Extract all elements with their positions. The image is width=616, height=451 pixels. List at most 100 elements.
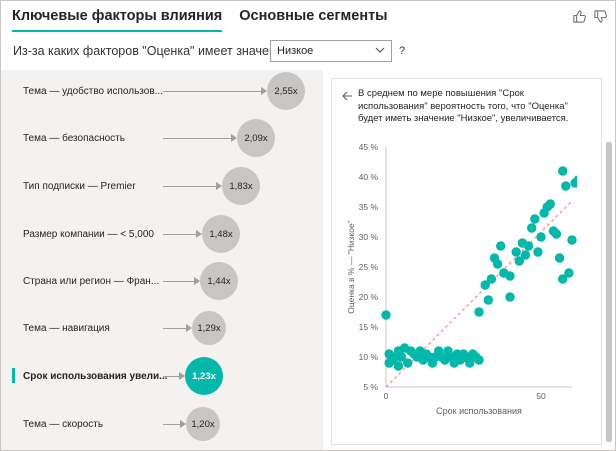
data-point [492,259,503,269]
influence-line [163,186,216,187]
influencer-label: Тема — навигация [23,323,110,334]
data-point [564,268,574,278]
data-point [511,247,521,257]
data-point [496,241,506,251]
data-point [545,199,555,209]
data-point [533,247,543,257]
data-point [561,181,571,191]
thumbs-down-icon[interactable] [593,9,608,24]
influencer-label: Размер компании — < 5,000 [23,229,154,240]
arrow-icon [231,134,237,142]
thumbs-up-icon[interactable] [572,9,587,24]
y-tick-label: 5 % [363,382,378,392]
y-tick-label: 25 % [359,262,379,272]
influencer-label: Тип подписки — Premier [23,181,136,192]
arrow-icon [261,87,267,95]
arrow-icon [196,230,202,238]
data-point [554,253,565,263]
y-tick-label: 40 % [359,172,379,182]
data-point [505,292,515,302]
y-tick-label: 45 % [359,142,379,152]
data-point [530,214,540,224]
data-point [505,271,515,281]
question-text: Из-за каких факторов "Оценка" имеет знач… [13,44,290,58]
influencer-row[interactable]: Срок использования увели... 1,23x [1,355,323,399]
data-point [474,307,484,317]
tab-key-influencers[interactable]: Ключевые факторы влияния [12,8,223,32]
arrow-icon [180,420,186,428]
influence-bubble: 2,55x [267,72,305,110]
data-point [393,361,404,371]
value-dropdown[interactable]: Низкое [270,40,392,62]
feedback-icons [572,9,608,24]
data-point [486,274,497,284]
influencer-row[interactable]: Тип подписки — Premier 1,83x [1,165,323,209]
data-point [558,274,568,284]
influence-line [163,328,186,329]
dropdown-selected-value: Низкое [277,45,314,57]
x-tick-label: 0 [384,391,389,401]
influencer-label: Тема — скорость [23,419,104,430]
influencer-row[interactable]: Страна или регион — Фран... 1,44x [1,260,323,304]
y-axis-title: Оценка в % — "Низкое" [346,220,356,314]
influencer-row[interactable]: Размер компании — < 5,000 1,48x [1,213,323,257]
tab-bar: Ключевые факторы влияния Основные сегмен… [12,8,388,32]
help-icon[interactable]: ? [399,45,406,57]
influence-bubble: 1,29x [192,311,226,345]
influencer-label: Срок использования увели... [23,371,168,382]
influence-line [163,376,179,377]
influence-bubble: 1,44x [200,262,238,300]
influence-bubble: 1,23x [185,357,223,395]
influencer-label: Тема — удобство использов... [23,86,163,97]
data-point [396,352,407,362]
tab-top-segments[interactable]: Основные сегменты [239,8,388,24]
data-point [527,223,537,233]
data-point [403,358,413,368]
arrow-icon [186,324,192,332]
influence-bubble: 1,20x [186,407,220,441]
influencer-row[interactable]: Тема — навигация 1,29x [1,307,323,351]
back-arrow-icon[interactable] [341,90,353,102]
y-tick-label: 10 % [359,352,379,362]
detail-panel: В среднем по мере повышения "Срок исполь… [331,78,602,445]
scatter-chart: 5 % 10 % 15 % 20 % 25 % 30 % 35 % 40 % 45 % 0 50 Ср… [346,142,577,416]
data-point [483,295,493,305]
x-axis-title: Срок использования [436,406,522,416]
data-point [567,235,577,245]
data-point [573,175,577,185]
y-tick-label: 30 % [359,232,379,242]
data-point [381,310,391,320]
data-point [514,256,524,266]
data-point [551,229,562,239]
scrollbar[interactable] [606,142,612,442]
data-point [558,166,568,176]
influence-bubble: 2,09x [237,119,275,157]
selection-indicator [12,368,15,383]
y-tick-label: 20 % [359,292,379,302]
chevron-down-icon [375,47,385,53]
influence-line [163,424,180,425]
influence-line [163,138,231,139]
influence-line [163,281,194,282]
data-point [474,355,484,365]
influencer-row[interactable]: Тема — удобство использов... 2,55x [1,70,323,114]
influence-bubble: 1,83x [222,167,260,205]
influencer-row[interactable]: Тема — безопасность 2,09x [1,117,323,161]
data-point [465,358,475,368]
data-point [536,232,546,242]
x-tick-label: 50 [536,391,546,401]
influencer-label: Тема — безопасность [23,133,125,144]
influence-line [163,234,196,235]
y-tick-label: 35 % [359,202,379,212]
explanation-text: В среднем по мере повышения "Срок исполь… [358,88,569,124]
y-tick-label: 15 % [359,322,379,332]
arrow-icon [194,277,200,285]
arrow-icon [179,372,185,380]
data-point [480,280,490,290]
data-point [523,241,534,251]
data-point [520,250,531,260]
influencers-list: Тема — удобство использов... 2,55x Тема — … [1,70,323,450]
influencer-row[interactable]: Тема — скорость 1,20x [1,403,323,447]
influence-bubble: 1,48x [202,215,240,253]
arrow-icon [216,182,222,190]
